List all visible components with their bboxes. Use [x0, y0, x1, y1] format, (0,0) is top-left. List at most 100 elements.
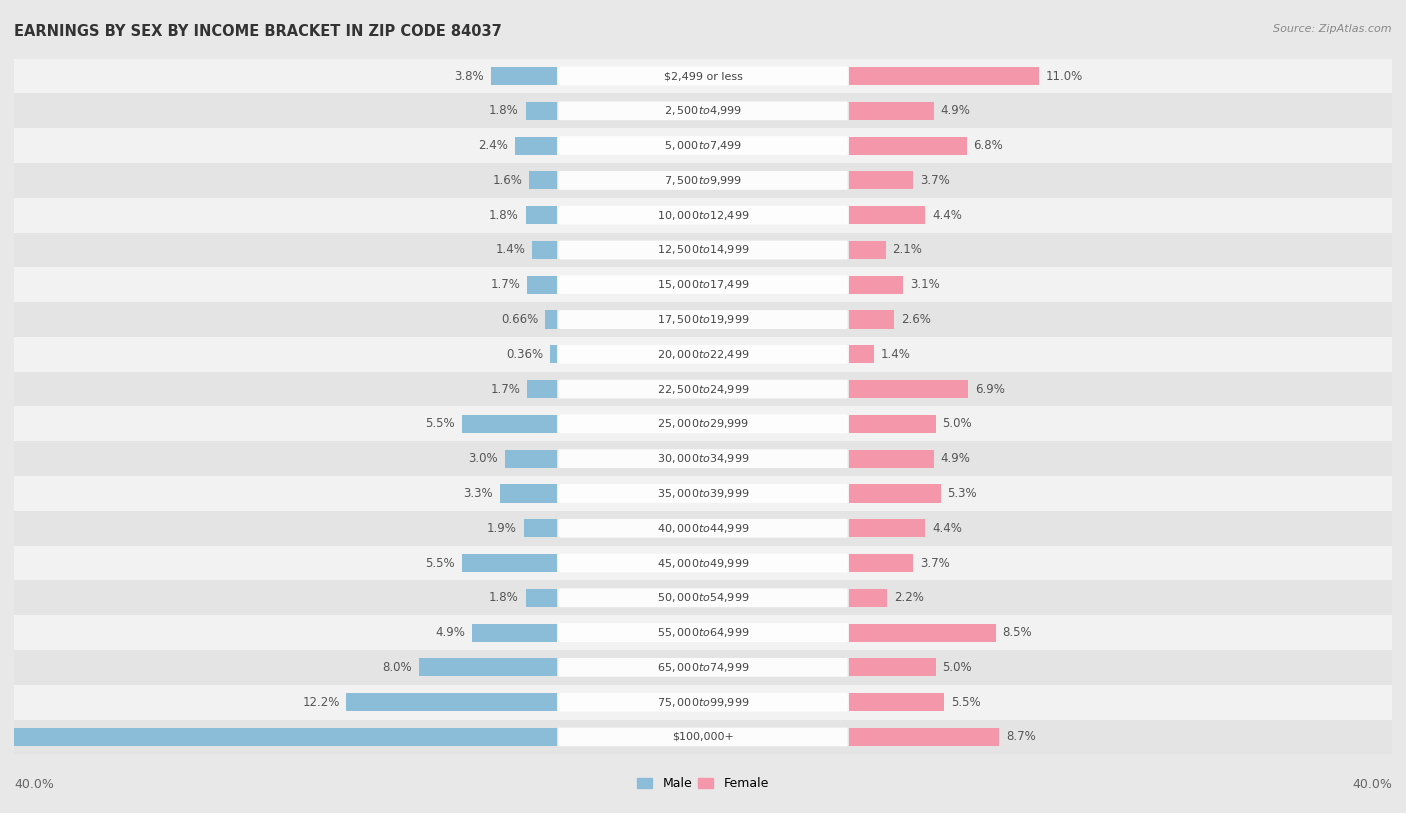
Text: 1.9%: 1.9%: [486, 522, 517, 535]
Text: 1.7%: 1.7%: [491, 383, 520, 396]
Bar: [14, 128, 1392, 163]
Text: 2.6%: 2.6%: [901, 313, 931, 326]
FancyBboxPatch shape: [558, 137, 848, 155]
FancyBboxPatch shape: [558, 450, 848, 468]
Text: $35,000 to $39,999: $35,000 to $39,999: [657, 487, 749, 500]
Bar: [14, 546, 1392, 580]
Text: 3.8%: 3.8%: [454, 70, 484, 83]
Bar: [849, 624, 995, 641]
Bar: [849, 137, 966, 154]
Text: $45,000 to $49,999: $45,000 to $49,999: [657, 557, 749, 570]
Bar: [14, 650, 1392, 685]
FancyBboxPatch shape: [558, 554, 848, 572]
Text: 11.0%: 11.0%: [1046, 70, 1083, 83]
Bar: [14, 441, 1392, 476]
Bar: [849, 67, 1039, 85]
Text: 3.0%: 3.0%: [468, 452, 498, 465]
Text: $75,000 to $99,999: $75,000 to $99,999: [657, 696, 749, 709]
Bar: [0, 728, 557, 746]
Text: 40.0%: 40.0%: [14, 778, 53, 791]
Bar: [14, 59, 1392, 93]
Text: 5.0%: 5.0%: [942, 417, 972, 430]
Text: 4.9%: 4.9%: [941, 452, 970, 465]
Text: $20,000 to $22,499: $20,000 to $22,499: [657, 348, 749, 361]
Legend: Male, Female: Male, Female: [633, 772, 773, 795]
Bar: [14, 267, 1392, 302]
Text: 8.5%: 8.5%: [1002, 626, 1032, 639]
FancyBboxPatch shape: [558, 171, 848, 189]
Bar: [849, 346, 873, 363]
Text: 0.36%: 0.36%: [506, 348, 544, 361]
Text: 5.5%: 5.5%: [426, 417, 456, 430]
Bar: [849, 207, 925, 224]
Bar: [526, 207, 557, 224]
Text: $15,000 to $17,499: $15,000 to $17,499: [657, 278, 749, 291]
FancyBboxPatch shape: [558, 624, 848, 642]
Text: 3.3%: 3.3%: [463, 487, 494, 500]
Text: $12,500 to $14,999: $12,500 to $14,999: [657, 243, 749, 256]
Bar: [849, 589, 887, 606]
Text: 8.7%: 8.7%: [1007, 730, 1036, 743]
FancyBboxPatch shape: [558, 206, 848, 224]
Text: 5.5%: 5.5%: [950, 696, 980, 709]
Bar: [14, 198, 1392, 233]
Bar: [849, 380, 969, 398]
Bar: [527, 380, 557, 398]
Text: 5.3%: 5.3%: [948, 487, 977, 500]
Text: $7,500 to $9,999: $7,500 to $9,999: [664, 174, 742, 187]
Text: $2,500 to $4,999: $2,500 to $4,999: [664, 104, 742, 117]
Bar: [849, 172, 912, 189]
Bar: [461, 554, 557, 572]
Text: $65,000 to $74,999: $65,000 to $74,999: [657, 661, 749, 674]
Bar: [849, 241, 886, 259]
Text: 1.7%: 1.7%: [491, 278, 520, 291]
Text: $5,000 to $7,499: $5,000 to $7,499: [664, 139, 742, 152]
Text: 1.4%: 1.4%: [880, 348, 910, 361]
Bar: [14, 720, 1392, 754]
Text: EARNINGS BY SEX BY INCOME BRACKET IN ZIP CODE 84037: EARNINGS BY SEX BY INCOME BRACKET IN ZIP…: [14, 24, 502, 39]
Bar: [533, 241, 557, 259]
FancyBboxPatch shape: [558, 276, 848, 294]
Text: $10,000 to $12,499: $10,000 to $12,499: [657, 209, 749, 222]
Bar: [505, 450, 557, 467]
FancyBboxPatch shape: [558, 693, 848, 711]
Bar: [472, 624, 557, 641]
Bar: [529, 172, 557, 189]
Bar: [14, 233, 1392, 267]
Bar: [527, 276, 557, 293]
Text: $55,000 to $64,999: $55,000 to $64,999: [657, 626, 749, 639]
Bar: [849, 485, 941, 502]
Text: 8.0%: 8.0%: [382, 661, 412, 674]
Bar: [849, 415, 935, 433]
Text: 1.8%: 1.8%: [489, 209, 519, 222]
Bar: [849, 520, 925, 537]
Text: 4.4%: 4.4%: [932, 522, 962, 535]
Bar: [14, 163, 1392, 198]
FancyBboxPatch shape: [558, 589, 848, 607]
Text: $100,000+: $100,000+: [672, 732, 734, 742]
Text: 3.7%: 3.7%: [920, 557, 950, 570]
Bar: [550, 346, 557, 363]
Bar: [849, 311, 894, 328]
FancyBboxPatch shape: [558, 728, 848, 746]
Bar: [14, 302, 1392, 337]
Bar: [849, 450, 934, 467]
Bar: [499, 485, 557, 502]
Text: 1.4%: 1.4%: [496, 243, 526, 256]
Bar: [515, 137, 557, 154]
Bar: [546, 311, 557, 328]
Bar: [14, 685, 1392, 720]
Bar: [14, 406, 1392, 441]
Text: 4.9%: 4.9%: [941, 104, 970, 117]
Bar: [14, 580, 1392, 615]
Bar: [526, 102, 557, 120]
Bar: [849, 102, 934, 120]
Bar: [14, 372, 1392, 406]
Text: $25,000 to $29,999: $25,000 to $29,999: [657, 417, 749, 430]
Bar: [849, 693, 945, 711]
FancyBboxPatch shape: [558, 484, 848, 503]
Bar: [14, 337, 1392, 372]
Text: 3.7%: 3.7%: [920, 174, 950, 187]
Bar: [526, 589, 557, 606]
Bar: [849, 659, 935, 676]
